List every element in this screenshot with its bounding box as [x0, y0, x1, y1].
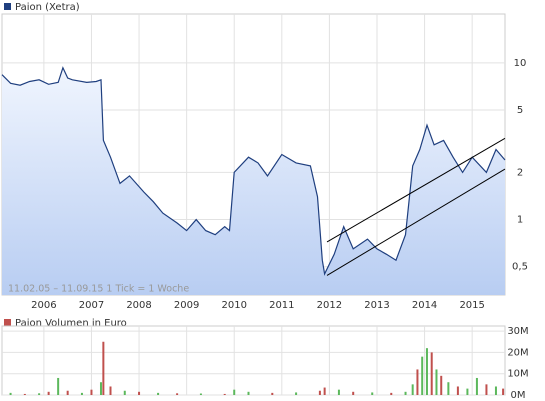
volume-bar	[295, 392, 298, 395]
volume-bar	[23, 393, 26, 395]
chart-title: Paion (Xetra)	[15, 2, 80, 13]
volume-bar	[138, 391, 141, 395]
volume-bar	[66, 390, 69, 395]
volume-bar	[447, 382, 450, 395]
volume-bar	[109, 386, 112, 395]
volume-bar	[425, 348, 428, 395]
volume-bar	[494, 386, 497, 395]
volume-bar	[123, 390, 126, 395]
volume-bar	[475, 377, 478, 395]
volume-bar	[99, 382, 102, 395]
volume-bar	[502, 388, 505, 395]
volume-bar	[371, 392, 374, 395]
volume-bar	[233, 389, 236, 395]
volume-bar	[157, 392, 160, 395]
volume-bar	[440, 375, 443, 395]
trend-line	[326, 137, 506, 243]
volume-bar	[199, 393, 202, 395]
y-tick-label: 0M	[511, 390, 526, 401]
price-area	[2, 67, 505, 295]
volume-bar	[430, 352, 433, 395]
volume-bar	[456, 386, 459, 395]
legend-swatch	[4, 3, 11, 10]
x-tick-label: 2014	[412, 300, 437, 311]
x-tick-label: 2006	[31, 300, 56, 311]
x-tick-label: 2015	[459, 300, 484, 311]
volume-bar	[80, 392, 83, 395]
volume-bar	[404, 391, 407, 395]
volume-bar	[102, 341, 105, 395]
volume-bar	[90, 389, 93, 395]
x-tick-label: 2007	[79, 300, 104, 311]
x-tick-label: 2012	[317, 300, 342, 311]
volume-bar	[421, 356, 424, 395]
y-tick-label: 10	[514, 58, 527, 69]
volume-bar	[416, 369, 419, 395]
y-tick-label: 20M	[507, 347, 528, 358]
volume-bar	[485, 384, 488, 395]
price-line	[1, 66, 506, 276]
y-tick-label: 5	[517, 105, 523, 116]
y-tick-label: 2	[517, 167, 523, 178]
x-tick-label: 2011	[269, 300, 294, 311]
y-tick-label: 1	[517, 215, 523, 226]
volume-frame	[1, 325, 506, 396]
volume-bar	[352, 391, 355, 395]
volume-bar	[318, 390, 321, 395]
y-tick-label: 30M	[507, 326, 528, 337]
volume-bar	[411, 384, 414, 395]
volume-bar	[47, 391, 50, 395]
volume-bar	[9, 392, 12, 395]
volume-bar	[271, 392, 274, 395]
volume-bar	[247, 391, 250, 395]
volume-title: Paion Volumen in Euro	[15, 318, 127, 329]
volume-bar	[223, 393, 226, 395]
volume-bar	[435, 369, 438, 395]
volume-bar	[337, 389, 340, 395]
volume-bar	[466, 388, 469, 395]
x-tick-label: 2013	[364, 300, 389, 311]
trend-line	[326, 168, 506, 276]
x-tick-label: 2010	[222, 300, 247, 311]
x-tick-label: 2008	[126, 300, 151, 311]
y-tick-label: 0,5	[512, 262, 528, 273]
y-tick-label: 10M	[507, 369, 528, 380]
volume-bar	[323, 387, 326, 395]
volume-bar	[57, 377, 60, 395]
volume-bar	[390, 392, 393, 395]
x-tick-label: 2009	[174, 300, 199, 311]
volume-bar	[38, 393, 41, 395]
legend-swatch	[4, 319, 11, 326]
annotation: 11.02.05 – 11.09.15 1 Tick = 1 Woche	[8, 284, 189, 295]
volume-bar	[176, 393, 179, 395]
